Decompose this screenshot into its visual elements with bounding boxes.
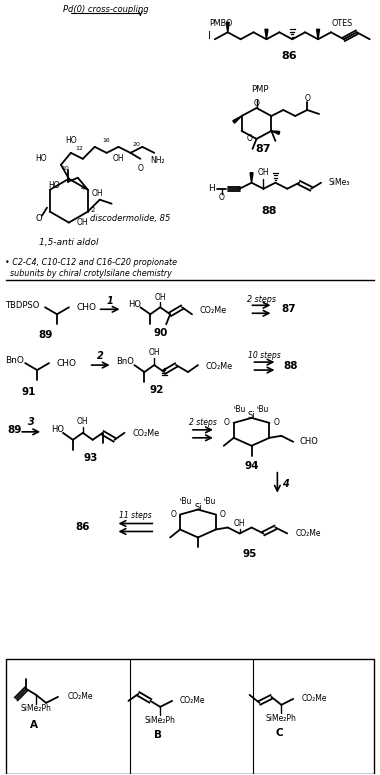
Text: 2: 2: [90, 207, 95, 212]
Text: 88: 88: [283, 361, 298, 371]
Text: 93: 93: [84, 453, 98, 463]
Polygon shape: [271, 131, 280, 134]
Text: 89: 89: [7, 425, 22, 435]
Text: 2: 2: [97, 351, 104, 361]
Text: 4: 4: [81, 184, 85, 191]
Text: 94: 94: [244, 460, 259, 470]
Text: ᵗBu: ᵗBu: [233, 405, 246, 415]
Text: HO: HO: [48, 181, 60, 190]
Bar: [6, 659, 374, 773]
Text: BnO: BnO: [5, 356, 24, 364]
Text: CHO: CHO: [77, 303, 97, 312]
Text: CO₂Me: CO₂Me: [200, 306, 227, 315]
Text: I: I: [208, 31, 211, 41]
Text: 20: 20: [132, 143, 140, 147]
Text: CO₂Me: CO₂Me: [295, 529, 321, 538]
Text: O: O: [273, 418, 279, 427]
Text: OH: OH: [149, 348, 160, 357]
Polygon shape: [226, 22, 229, 33]
Text: OH: OH: [77, 218, 89, 227]
Text: 10: 10: [61, 167, 69, 171]
Text: 89: 89: [38, 330, 52, 340]
Text: 12: 12: [75, 146, 83, 151]
Text: BnO: BnO: [117, 356, 135, 366]
Text: 92: 92: [149, 385, 163, 395]
Text: 87: 87: [281, 305, 296, 315]
Text: CO₂Me: CO₂Me: [180, 697, 206, 705]
Text: A: A: [30, 720, 38, 730]
Polygon shape: [250, 173, 253, 183]
Polygon shape: [265, 29, 268, 40]
Text: Si: Si: [248, 412, 255, 420]
Text: PMP: PMP: [251, 84, 268, 94]
Text: 87: 87: [256, 144, 271, 154]
Text: H: H: [209, 184, 215, 193]
Text: HO: HO: [51, 425, 64, 434]
Text: 4: 4: [282, 479, 289, 489]
Text: 1: 1: [106, 296, 113, 306]
Text: OH: OH: [92, 189, 103, 198]
Text: HO: HO: [65, 136, 77, 146]
Text: 10 steps: 10 steps: [248, 350, 281, 360]
Text: CHO: CHO: [57, 359, 77, 367]
Text: O: O: [170, 510, 176, 519]
Text: O: O: [253, 98, 260, 108]
Text: OH: OH: [154, 293, 166, 301]
Text: CHO: CHO: [299, 437, 318, 446]
Text: discodermolide, 85: discodermolide, 85: [90, 214, 171, 223]
Text: TBDPSO: TBDPSO: [5, 301, 40, 310]
Text: 86: 86: [76, 522, 90, 532]
Text: 2 steps: 2 steps: [189, 418, 217, 427]
Text: 16: 16: [103, 139, 111, 143]
Text: O: O: [304, 94, 310, 102]
Text: NH₂: NH₂: [150, 157, 165, 165]
Text: 91: 91: [22, 387, 36, 397]
Text: OH: OH: [258, 168, 269, 177]
Text: OH: OH: [234, 519, 245, 528]
Text: 95: 95: [242, 549, 257, 560]
Text: 1,5-anti aldol: 1,5-anti aldol: [39, 238, 99, 247]
Polygon shape: [317, 29, 320, 40]
Text: SiMe₂Ph: SiMe₂Ph: [21, 704, 52, 713]
Text: • C2-C4, C10-C12 and C16-C20 propionate
  subunits by chiral crotylsilane chemis: • C2-C4, C10-C12 and C16-C20 propionate …: [5, 259, 177, 278]
Text: 90: 90: [153, 328, 168, 338]
Text: O: O: [220, 510, 226, 519]
Text: PMBO: PMBO: [209, 19, 232, 28]
Text: 11 steps: 11 steps: [119, 511, 152, 520]
Text: B: B: [154, 730, 162, 740]
Text: HO: HO: [35, 154, 47, 164]
Text: OH: OH: [77, 418, 89, 426]
Text: CO₂Me: CO₂Me: [206, 362, 233, 370]
Text: SiMe₂Ph: SiMe₂Ph: [145, 716, 176, 725]
Text: C: C: [276, 728, 283, 738]
Text: O: O: [36, 214, 43, 223]
Text: CO₂Me: CO₂Me: [68, 692, 93, 701]
Text: Si: Si: [194, 503, 202, 512]
Text: SiMe₃: SiMe₃: [329, 178, 350, 188]
Polygon shape: [233, 116, 242, 123]
Text: ᵗBu: ᵗBu: [257, 405, 270, 415]
Text: ᵗBu: ᵗBu: [204, 497, 216, 506]
Text: CO₂Me: CO₂Me: [301, 694, 327, 704]
Text: O: O: [246, 134, 252, 143]
Text: 3: 3: [28, 417, 35, 427]
Text: O: O: [224, 418, 230, 427]
Text: OH: OH: [112, 154, 124, 164]
Text: ᵗBu: ᵗBu: [180, 497, 192, 506]
Text: O: O: [219, 193, 225, 202]
Text: HO: HO: [128, 300, 141, 308]
Text: CO₂Me: CO₂Me: [132, 429, 160, 439]
Text: OTES: OTES: [332, 19, 353, 28]
Text: SiMe₂Ph: SiMe₂Ph: [266, 715, 297, 723]
Text: O: O: [138, 164, 143, 174]
Text: 86: 86: [282, 51, 297, 61]
Text: 2 steps: 2 steps: [247, 294, 276, 304]
Text: Pd(0) cross-coupling: Pd(0) cross-coupling: [63, 5, 149, 14]
Text: 88: 88: [262, 205, 277, 215]
